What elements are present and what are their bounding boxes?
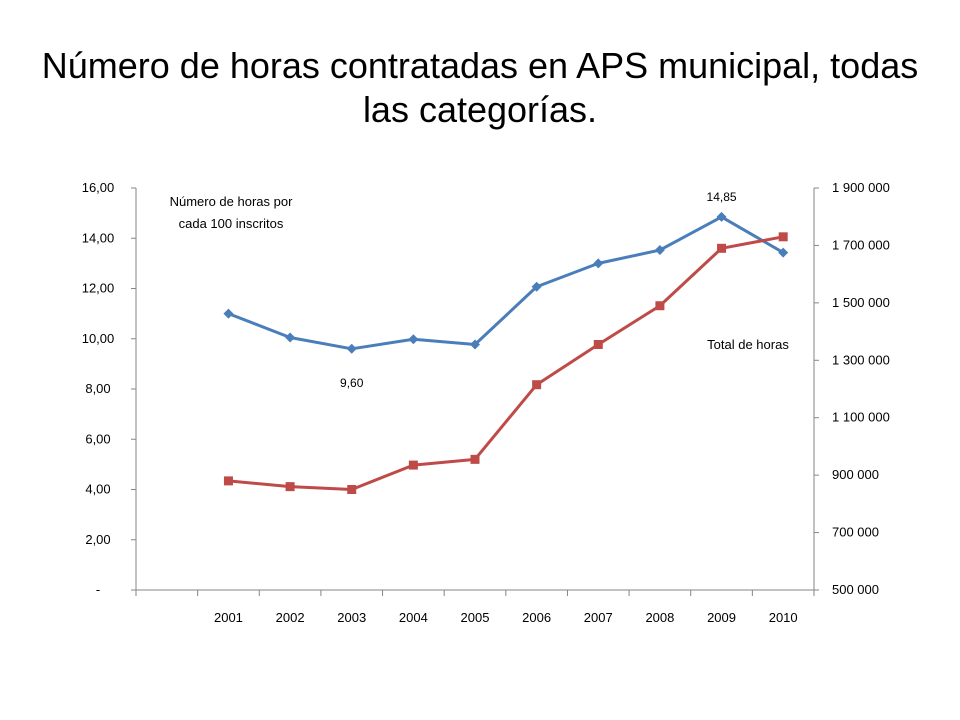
annotation-horas-por-inscritos: Número de horas por xyxy=(170,194,294,209)
annotation-total-de-horas: Total de horas xyxy=(707,337,789,352)
x-axis-tick-label: 2006 xyxy=(522,610,551,625)
series-line-2 xyxy=(228,235,784,491)
x-axis-tick-label: 2007 xyxy=(584,610,613,625)
series-1-point xyxy=(285,332,296,343)
series-1-point xyxy=(346,343,357,354)
series-1-point xyxy=(778,247,789,258)
right-axis-tick-label: 1 900 000 xyxy=(832,180,890,195)
right-axis-tick-label: 1 300 000 xyxy=(832,352,890,367)
series-1-point xyxy=(470,339,480,350)
series-2-point xyxy=(285,482,295,492)
series-1-point xyxy=(716,211,727,222)
data-label: 9,60 xyxy=(340,376,364,390)
x-axis-tick-label: 2009 xyxy=(707,610,736,625)
series-2-point xyxy=(470,454,480,464)
series-2-point xyxy=(593,339,603,349)
x-axis-tick-label: 2008 xyxy=(645,610,674,625)
x-axis-tick-label: 2004 xyxy=(399,610,428,625)
left-axis-tick-label: 4,00 xyxy=(85,482,110,497)
left-axis-tick-label: 10,00 xyxy=(82,331,115,346)
data-label: 14,85 xyxy=(707,190,737,204)
series-1-point xyxy=(531,281,542,292)
left-axis-tick-label: 16,00 xyxy=(82,180,115,195)
annotation-horas-por-inscritos: cada 100 inscritos xyxy=(179,216,284,231)
right-axis-tick-label: 500 000 xyxy=(832,582,879,597)
series-2-point xyxy=(717,243,727,253)
series-1-point xyxy=(654,245,665,256)
x-axis-tick-label: 2010 xyxy=(769,610,798,625)
right-axis-tick-label: 1 700 000 xyxy=(832,237,890,252)
x-axis-tick-label: 2003 xyxy=(337,610,366,625)
left-axis-tick-label: 8,00 xyxy=(85,381,110,396)
left-axis-tick-label: - xyxy=(96,582,100,597)
left-axis-tick-label: 2,00 xyxy=(85,532,110,547)
left-axis-tick-label: 14,00 xyxy=(82,230,115,245)
series-2-point xyxy=(778,232,788,242)
slide-title: Número de horas contratadas en APS munic… xyxy=(41,45,919,130)
series-2-point xyxy=(408,460,418,470)
series-1-point xyxy=(593,258,604,269)
series-2-point xyxy=(223,476,233,486)
right-axis-tick-label: 1 500 000 xyxy=(832,295,890,310)
series-2-point xyxy=(347,485,357,494)
x-axis-tick-label: 2001 xyxy=(214,610,243,625)
series-2-point xyxy=(655,301,665,311)
right-axis-tick-label: 1 100 000 xyxy=(832,410,890,425)
left-axis-tick-label: 12,00 xyxy=(82,281,115,296)
right-axis-tick-label: 700 000 xyxy=(832,525,879,540)
right-axis-tick-label: 900 000 xyxy=(832,467,879,482)
series-1-point xyxy=(223,308,234,319)
series-1-point xyxy=(408,334,419,345)
x-axis-tick-label: 2005 xyxy=(461,610,490,625)
series-line-1 xyxy=(227,215,784,351)
series-2-point xyxy=(532,380,542,390)
left-axis-tick-label: 6,00 xyxy=(85,431,110,446)
x-axis-tick-label: 2002 xyxy=(276,610,305,625)
